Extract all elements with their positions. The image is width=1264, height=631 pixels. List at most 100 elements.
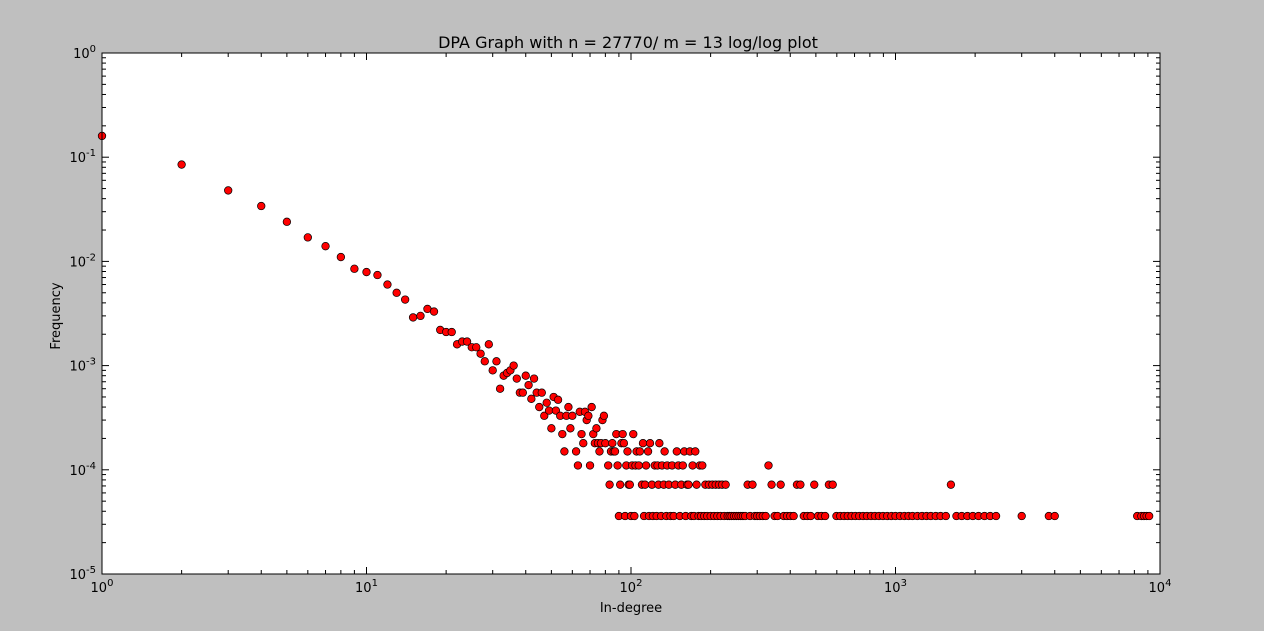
data-point xyxy=(476,349,485,358)
data-point xyxy=(416,311,425,321)
data-point xyxy=(748,480,757,489)
data-point xyxy=(544,406,554,415)
y-tick-label-exponent: -4 xyxy=(86,461,96,472)
data-point xyxy=(480,357,489,366)
data-point xyxy=(484,340,493,349)
chart-title: DPA Graph with n = 27770/ m = 13 log/log… xyxy=(438,33,818,52)
data-point xyxy=(547,424,556,433)
data-point xyxy=(568,411,577,420)
data-point xyxy=(560,447,569,456)
data-point xyxy=(623,447,632,456)
data-point xyxy=(820,511,830,521)
y-tick-label-base: 10 xyxy=(69,464,86,479)
data-point xyxy=(512,374,521,383)
x-tick-label-base: 10 xyxy=(355,581,372,596)
data-point xyxy=(527,394,536,403)
data-point xyxy=(373,270,382,280)
data-point xyxy=(655,439,664,448)
data-point xyxy=(698,461,707,470)
y-axis-label: Frequency xyxy=(49,282,64,349)
data-point xyxy=(573,461,583,470)
data-point xyxy=(613,461,622,470)
x-tick-label-base: 10 xyxy=(91,581,108,596)
data-point xyxy=(462,337,472,346)
data-point xyxy=(509,361,518,370)
data-point xyxy=(537,388,546,397)
data-point xyxy=(645,439,655,448)
y-tick-label: 100 xyxy=(73,44,96,62)
y-tick-label-base: 10 xyxy=(69,255,86,270)
y-tick-label: 10-4 xyxy=(69,461,96,479)
x-tick-label-exponent: 1 xyxy=(372,578,378,589)
data-point xyxy=(584,411,593,420)
x-tick-label: 104 xyxy=(1149,578,1172,596)
data-point xyxy=(303,233,312,242)
y-tick-label: 10-3 xyxy=(69,357,96,375)
data-point xyxy=(553,395,563,404)
data-point xyxy=(991,511,1001,521)
data-point xyxy=(518,388,527,397)
data-point xyxy=(810,480,819,489)
data-point xyxy=(472,343,481,352)
data-point xyxy=(282,217,292,226)
data-point xyxy=(408,313,418,322)
data-point xyxy=(492,357,501,366)
data-point xyxy=(587,402,596,412)
data-point xyxy=(796,480,805,489)
y-tick-label-exponent: -1 xyxy=(86,148,96,159)
data-point xyxy=(610,447,620,456)
x-tick-label-base: 10 xyxy=(1149,581,1166,596)
data-point xyxy=(640,480,650,489)
x-tick-label: 100 xyxy=(91,578,114,596)
data-point xyxy=(630,511,639,521)
data-point xyxy=(608,439,617,448)
data-point xyxy=(336,252,346,262)
y-tick-label: 10-1 xyxy=(69,148,96,166)
y-tick-label: 10-2 xyxy=(69,252,96,270)
data-point xyxy=(643,447,653,456)
data-point xyxy=(383,280,392,289)
data-point xyxy=(721,480,730,489)
data-point xyxy=(767,480,776,489)
data-point xyxy=(684,480,693,489)
y-tick-label-exponent: -3 xyxy=(86,357,96,368)
scatter-points xyxy=(97,131,1154,521)
data-point xyxy=(619,439,629,448)
data-point xyxy=(672,447,681,456)
y-tick-label-base: 10 xyxy=(73,47,90,62)
y-tick-label-base: 10 xyxy=(69,568,86,583)
data-point xyxy=(946,480,956,489)
data-point xyxy=(401,295,410,304)
data-point xyxy=(828,480,837,489)
data-point xyxy=(447,327,456,337)
data-point xyxy=(566,424,575,433)
data-point xyxy=(362,267,371,277)
data-point xyxy=(605,480,614,489)
data-point xyxy=(776,480,785,489)
y-tick-label-exponent: -5 xyxy=(86,565,96,576)
data-point xyxy=(635,447,644,456)
data-point xyxy=(571,447,581,456)
data-point xyxy=(625,480,634,489)
data-point xyxy=(558,429,567,439)
x-tick-label-exponent: 3 xyxy=(901,578,907,589)
data-point xyxy=(688,461,697,470)
data-point xyxy=(585,461,595,470)
data-point xyxy=(535,402,544,412)
data-point xyxy=(577,429,586,439)
data-point xyxy=(634,461,643,470)
x-tick-label-exponent: 2 xyxy=(636,578,642,589)
x-tick-label-base: 10 xyxy=(620,581,637,596)
data-point xyxy=(761,511,770,521)
y-tick-label-base: 10 xyxy=(69,360,86,375)
x-axis-label: In-degree xyxy=(600,601,662,616)
data-point xyxy=(806,511,815,521)
data-point xyxy=(599,411,609,420)
data-point xyxy=(604,461,613,470)
x-tick-label-base: 10 xyxy=(884,581,901,596)
data-point xyxy=(595,447,604,456)
data-point xyxy=(257,201,266,211)
data-point xyxy=(660,447,669,456)
